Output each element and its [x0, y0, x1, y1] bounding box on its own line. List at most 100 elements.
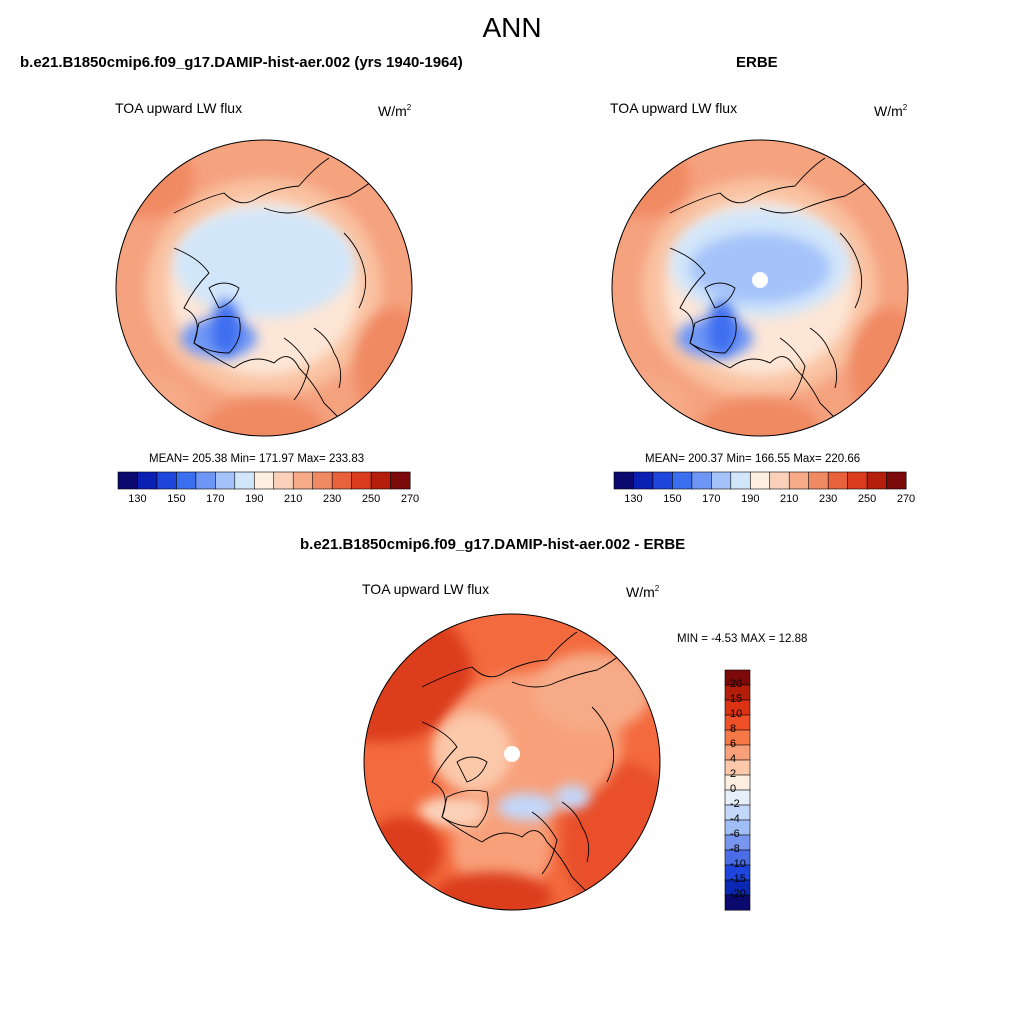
coastline-path [173, 247, 235, 369]
coastline-path [193, 315, 241, 354]
colorbar-box [730, 471, 751, 490]
colorbar-tick-label: 270 [400, 493, 420, 505]
colorbar-box [769, 471, 790, 490]
colorbar-tick-label: 0 [730, 783, 737, 795]
panel1-case-title: b.e21.B1850cmip6.f09_g17.DAMIP-hist-aer.… [20, 54, 463, 71]
coastline-path [208, 282, 240, 309]
colorbar-box [215, 471, 236, 490]
colorbar-tick-label: 4 [730, 753, 737, 765]
contour-region [612, 140, 690, 218]
colorbar-box [331, 471, 353, 490]
panel3-stats: MIN = -4.53 MAX = 12.88 [677, 633, 808, 645]
colorbar-box [691, 471, 712, 490]
map-shading [612, 140, 908, 436]
panel2-colorbar [613, 471, 907, 490]
colorbar-box [390, 471, 411, 490]
colorbar-tick-label: 130 [128, 493, 147, 505]
colorbar-box [886, 471, 907, 490]
colorbar-box [234, 471, 255, 490]
contour-region [432, 872, 552, 910]
panel1-units-label: W/m2 [378, 103, 412, 119]
coastline-path [421, 721, 483, 843]
coastline-path [343, 232, 367, 309]
missing-data-region [752, 272, 768, 288]
colorbar-box [808, 471, 829, 490]
missing-data-region [504, 746, 520, 762]
coastline-path [233, 356, 355, 434]
contour-region [194, 233, 334, 303]
coastline-path [809, 327, 838, 389]
map-boundary [611, 139, 909, 437]
contour-region [700, 398, 820, 436]
colorbar-box [847, 471, 868, 490]
contour-region [432, 712, 512, 792]
figure-title: ANN [482, 12, 542, 43]
colorbar-box [195, 471, 216, 490]
panel1-colorbar [117, 471, 411, 490]
colorbar-box [351, 471, 372, 490]
coastline-path [779, 337, 806, 401]
panel3-case-title: b.e21.B1850cmip6.f09_g17.DAMIP-hist-aer.… [300, 536, 686, 553]
panel1-polar-map [115, 139, 413, 437]
panel3-colorbar [724, 669, 751, 911]
colorbar-tick-label: 250 [361, 493, 381, 505]
colorbar-tick-label: 270 [896, 493, 916, 505]
contour-region [497, 793, 557, 821]
colorbar-tick-label: -6 [730, 828, 740, 840]
colorbar-tick-label: 190 [245, 493, 264, 505]
coastline-path [839, 232, 863, 309]
colorbar-box [117, 471, 138, 490]
colorbar-tick-label: 170 [702, 493, 721, 505]
panel3-variable-label: TOA upward LW flux [362, 581, 490, 597]
colorbar-box [137, 471, 158, 490]
colorbar-tick-label: 170 [206, 493, 225, 505]
coastline-path [173, 157, 330, 214]
coastline-path [531, 811, 558, 875]
coastline-path [669, 247, 731, 369]
contour-region [212, 300, 240, 356]
contour-region [364, 817, 442, 887]
coastline-path [759, 177, 873, 214]
contour-region [690, 233, 830, 303]
contour-region [116, 140, 194, 218]
contour-region [708, 300, 736, 356]
panel2-variable-label: TOA upward LW flux [610, 100, 738, 116]
coastline-path [283, 337, 310, 401]
colorbar-box [672, 471, 693, 490]
coastlines [669, 157, 873, 434]
contour-region [850, 308, 908, 428]
colorbar-box [156, 471, 177, 490]
colorbar-tick-label: 210 [780, 493, 799, 505]
colorbar-tick-label: -20 [730, 888, 746, 900]
colorbar-box [788, 471, 810, 490]
panel3-polar-map [363, 613, 661, 911]
map-boundary [115, 139, 413, 437]
colorbar-box [827, 471, 849, 490]
coastline-path [561, 801, 590, 863]
coastline-path [511, 651, 625, 688]
contour-region [354, 308, 412, 428]
colorbar-box [292, 471, 314, 490]
colorbar-tick-label: 8 [730, 723, 737, 735]
colorbar-tick-label: 2 [730, 768, 737, 780]
colorbar-box [312, 471, 333, 490]
colorbar-tick-label: 15 [730, 693, 743, 705]
contour-region [364, 614, 472, 742]
colorbar-tick-label: -8 [730, 843, 740, 855]
colorbar-box [711, 471, 732, 490]
colorbar-tick-label: 10 [730, 708, 743, 720]
panel1-variable-label: TOA upward LW flux [115, 100, 243, 116]
coastline-path [421, 631, 578, 688]
contour-region [532, 652, 652, 732]
contour-region [204, 398, 324, 436]
panel2-case-title: ERBE [736, 54, 778, 71]
colorbar-box [176, 471, 197, 490]
colorbar-box [749, 471, 771, 490]
colorbar-tick-label: 210 [284, 493, 303, 505]
coastlines [173, 157, 377, 434]
panel2-polar-map [611, 139, 909, 437]
colorbar-tick-label: -2 [730, 798, 740, 810]
colorbar-tick-label: 250 [857, 493, 877, 505]
colorbar-box [866, 471, 888, 490]
coastline-path [669, 157, 826, 214]
